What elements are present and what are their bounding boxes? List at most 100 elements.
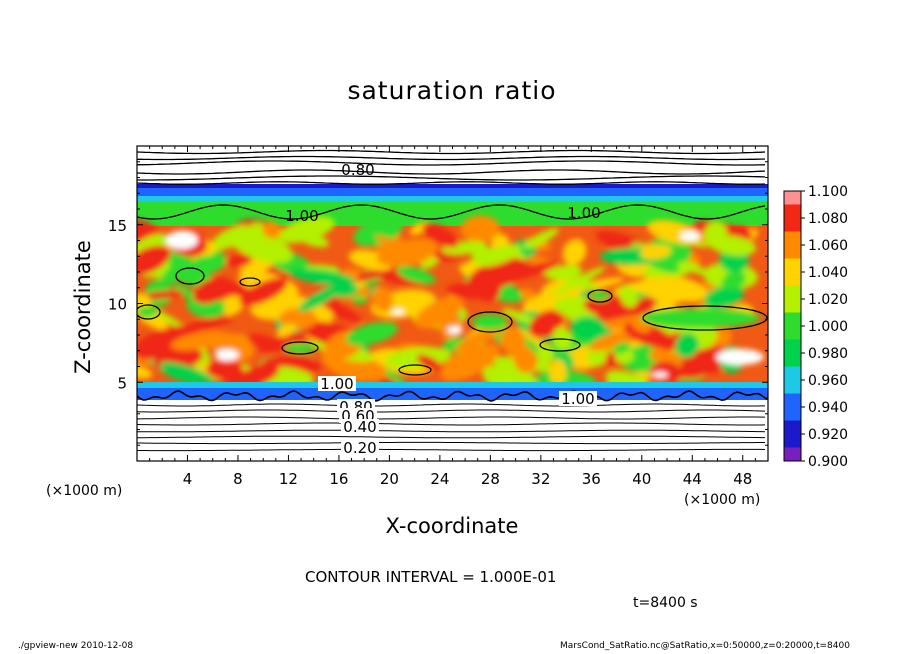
field-green-patch <box>590 291 610 301</box>
field-blob <box>422 223 459 248</box>
field-peak-patch <box>447 326 463 334</box>
field-blob <box>289 268 356 286</box>
contour-loop <box>398 364 432 376</box>
field-green-patch <box>137 306 157 318</box>
field-blob <box>262 222 282 239</box>
contour-loop <box>137 304 161 320</box>
colorbar-cell <box>784 245 801 259</box>
field-blob <box>592 302 653 322</box>
field-blob <box>244 333 276 348</box>
colorbar-label: 1.060 <box>808 238 848 254</box>
field-blob <box>543 264 583 280</box>
field-peak-patch <box>716 349 764 365</box>
y-tick-label: 15 <box>108 217 127 235</box>
lower-cyan-band <box>137 382 768 388</box>
field-blob <box>276 323 296 337</box>
field-peak-patch <box>166 231 198 249</box>
x-tick-label: 20 <box>380 470 399 488</box>
contour-line-100-upper <box>137 204 766 220</box>
field-blob <box>339 357 388 382</box>
colorbar-label: 0.960 <box>808 373 848 389</box>
x-tick-label: 28 <box>481 470 500 488</box>
field-peak-patch <box>392 309 404 315</box>
x-tick-label: 12 <box>279 470 298 488</box>
field-blob <box>454 322 508 352</box>
x-unit-label: (×1000 m) <box>684 492 761 508</box>
field-blob <box>613 342 631 354</box>
contour-line-lower <box>137 441 765 445</box>
field-blob <box>353 216 404 247</box>
y-tick-label: 10 <box>108 296 127 314</box>
contour-line-upper <box>137 175 766 181</box>
field-peak-patch <box>680 231 700 241</box>
field-blob <box>703 285 745 308</box>
field-green-patch <box>284 343 316 353</box>
colorbar-label: 1.000 <box>808 319 848 335</box>
field-green-patch <box>178 270 202 282</box>
y-tick-label: 5 <box>117 374 127 392</box>
colorbar-cell <box>784 285 801 299</box>
contour-label: 0.80 <box>341 161 374 179</box>
colorbar-label: 1.080 <box>808 211 848 227</box>
field-blob <box>675 332 699 358</box>
x-axis-label: X-coordinate <box>385 514 519 538</box>
colorbar-cell <box>784 326 801 340</box>
contour-line-upper <box>137 181 766 185</box>
field-blob <box>173 284 195 299</box>
field-blob <box>513 346 538 374</box>
contour-label: 1.00 <box>285 207 318 225</box>
field-blob <box>441 343 500 381</box>
field-blob <box>258 330 318 353</box>
contour-line-lower <box>137 448 766 452</box>
contour-label-bg <box>318 376 356 391</box>
colorbar-cell <box>784 191 801 205</box>
colorbar-cell <box>784 366 801 380</box>
field-blob <box>474 244 522 267</box>
upper-blue-band-top <box>137 184 768 188</box>
field-blob <box>549 359 567 385</box>
colorbar-label: 0.900 <box>808 454 848 470</box>
y-axis-label: Z-coordinate <box>71 240 95 374</box>
contour-label-bg <box>341 419 379 434</box>
colorbar-label: 0.920 <box>808 427 848 443</box>
field-blob <box>159 361 214 384</box>
contour-line-lower <box>137 403 765 407</box>
contour-label-bg <box>559 391 597 406</box>
field-blob <box>371 287 394 312</box>
colorbar-label: 1.020 <box>808 292 848 308</box>
contour-loop <box>281 341 319 355</box>
colorbar-cell <box>784 231 801 245</box>
contour-loop <box>539 338 581 352</box>
field-green-patch <box>352 296 368 304</box>
field-blob <box>278 216 335 244</box>
contour-line-lower <box>137 435 765 439</box>
field-blob <box>537 342 554 366</box>
field-blob <box>170 331 229 351</box>
field-peak-patch <box>215 349 239 361</box>
field-blob <box>198 288 217 301</box>
x-tick-label: 36 <box>582 470 601 488</box>
field-blob <box>500 327 526 354</box>
field-blob <box>376 238 439 267</box>
colorbar-cell <box>784 218 801 232</box>
contour-loop <box>239 277 261 287</box>
field-blob <box>708 235 757 256</box>
x-tick-label: 40 <box>632 470 651 488</box>
field-blob <box>192 251 227 274</box>
field-blob <box>414 296 464 329</box>
colorbar-cell <box>784 407 801 421</box>
colorbar-cell <box>784 312 801 326</box>
field-blob <box>722 270 746 290</box>
field-green-patch <box>472 314 508 330</box>
contour-label-bg <box>341 440 379 455</box>
field-blob <box>562 239 587 266</box>
x-tick-label: 32 <box>531 470 550 488</box>
field-blob <box>334 284 359 298</box>
field-blob <box>501 308 539 325</box>
field-blob <box>228 229 293 263</box>
upper-cyan-band <box>137 196 768 204</box>
contour-label: 1.00 <box>567 204 600 222</box>
x-tick-label: 8 <box>233 470 243 488</box>
contour-line-upper <box>137 169 766 175</box>
